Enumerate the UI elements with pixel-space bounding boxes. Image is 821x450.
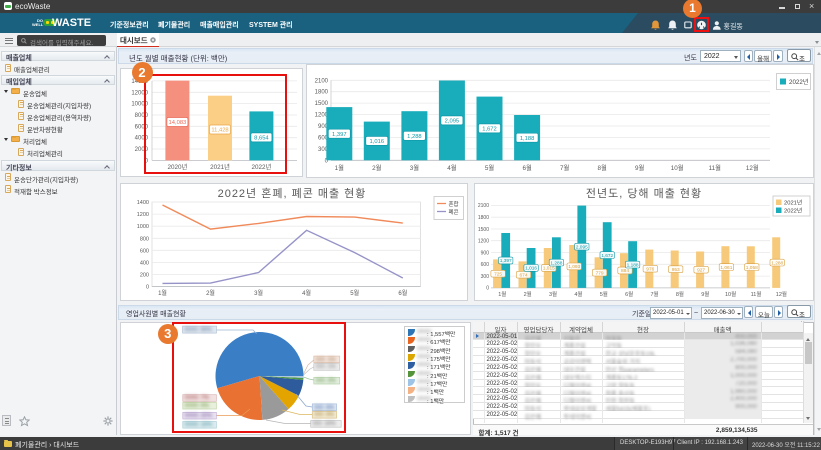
svg-text:1,288: 1,288 [771, 260, 783, 266]
svg-text:1000: 1000 [137, 224, 149, 230]
svg-text:6월: 6월 [398, 289, 407, 297]
svg-text:5월: 5월 [350, 289, 359, 297]
svg-text:900: 900 [318, 124, 329, 130]
svg-text:10월: 10월 [671, 163, 684, 172]
svg-text:200: 200 [140, 272, 149, 278]
svg-text:4월: 4월 [574, 290, 582, 298]
svg-text:1,016: 1,016 [370, 139, 385, 145]
svg-text:2,095: 2,095 [445, 119, 460, 125]
svg-text:2022년: 2022년 [251, 162, 271, 171]
svg-text:5월: 5월 [485, 163, 495, 172]
svg-text:884: 884 [621, 268, 629, 274]
svg-text:폐콘: 폐콘 [449, 208, 459, 216]
svg-text:1,058: 1,058 [746, 265, 758, 271]
svg-text:5월: 5월 [600, 290, 608, 298]
svg-text:1월: 1월 [158, 289, 167, 297]
svg-text:1,061: 1,061 [720, 265, 732, 271]
svg-text:0: 0 [146, 285, 149, 291]
svg-text:953: 953 [672, 267, 680, 273]
svg-text:2021년: 2021년 [784, 199, 802, 207]
svg-text:11월: 11월 [709, 163, 722, 172]
svg-text:8월: 8월 [597, 163, 607, 172]
svg-text:2,095: 2,095 [576, 244, 588, 250]
svg-text:1,288: 1,288 [407, 134, 422, 140]
svg-text:1,672: 1,672 [482, 127, 497, 133]
svg-text:1월: 1월 [335, 163, 345, 172]
svg-text:2월: 2월 [372, 163, 382, 172]
svg-text:1800: 1800 [478, 215, 489, 221]
svg-text:600: 600 [481, 262, 490, 268]
svg-text:976: 976 [646, 266, 654, 272]
svg-text:2022년: 2022년 [784, 207, 802, 215]
svg-text:홍길동: 홍길동 [724, 22, 744, 31]
svg-text:1,672: 1,672 [601, 253, 613, 259]
svg-text:1200: 1200 [478, 239, 489, 245]
svg-text:1,397: 1,397 [500, 258, 512, 264]
svg-text:1800: 1800 [315, 90, 329, 96]
svg-text:1,288: 1,288 [550, 260, 562, 266]
svg-text:혼합: 혼합 [449, 200, 459, 208]
svg-text:2022년 혼폐, 폐콘 매출 현황: 2022년 혼폐, 폐콘 매출 현황 [218, 187, 367, 200]
svg-text:600: 600 [318, 135, 329, 141]
svg-text:12000: 12000 [131, 90, 148, 96]
svg-text:300: 300 [318, 147, 329, 153]
svg-text:3월: 3월 [410, 163, 420, 172]
svg-text:4월: 4월 [447, 163, 457, 172]
svg-text:3월: 3월 [254, 289, 263, 297]
svg-text:0: 0 [486, 286, 489, 292]
svg-text:2022년: 2022년 [789, 78, 809, 86]
svg-text:2100: 2100 [478, 203, 489, 209]
svg-text:0: 0 [325, 158, 329, 164]
svg-text:12월: 12월 [746, 163, 759, 172]
svg-text:725: 725 [494, 271, 502, 277]
svg-text:10월: 10월 [725, 290, 736, 298]
svg-text:1,016: 1,016 [525, 266, 537, 272]
svg-text:11,428: 11,428 [211, 127, 228, 133]
svg-text:300: 300 [481, 274, 490, 280]
svg-text:1200: 1200 [315, 113, 329, 119]
svg-text:전년도, 당해 매출 현황: 전년도, 당해 매출 현황 [586, 186, 702, 200]
svg-text:1500: 1500 [478, 227, 489, 233]
svg-text:10000: 10000 [131, 101, 148, 107]
svg-text:1400: 1400 [137, 200, 149, 206]
svg-text:2021년: 2021년 [210, 162, 230, 171]
svg-text:1,397: 1,397 [332, 132, 347, 138]
svg-text:1,188: 1,188 [627, 262, 639, 268]
svg-text:2020년: 2020년 [167, 162, 187, 171]
svg-text:14,083: 14,083 [169, 120, 187, 126]
svg-text:800: 800 [140, 236, 149, 242]
svg-text:2월: 2월 [206, 289, 215, 297]
svg-text:1월: 1월 [498, 290, 506, 298]
svg-text:6월: 6월 [522, 163, 532, 172]
svg-text:1,188: 1,188 [520, 136, 535, 142]
svg-text:674: 674 [519, 272, 527, 278]
svg-text:6000: 6000 [135, 124, 149, 130]
svg-text:2월: 2월 [524, 290, 532, 298]
svg-text:8,654: 8,654 [254, 135, 269, 141]
svg-text:7월: 7월 [560, 163, 570, 172]
svg-text:1500: 1500 [315, 101, 329, 107]
svg-text:9월: 9월 [635, 163, 645, 172]
svg-text:1,015: 1,015 [543, 266, 555, 272]
svg-text:7월: 7월 [650, 290, 658, 298]
svg-text:600: 600 [140, 248, 149, 254]
svg-text:8월: 8월 [676, 290, 684, 298]
svg-text:400: 400 [140, 260, 149, 266]
svg-text:6월: 6월 [625, 290, 633, 298]
svg-text:779: 779 [596, 270, 604, 276]
svg-text:1,093: 1,093 [568, 264, 580, 270]
svg-text:11월: 11월 [751, 290, 762, 298]
svg-text:1200: 1200 [137, 212, 149, 218]
svg-text:9월: 9월 [701, 290, 709, 298]
svg-text:8000: 8000 [135, 113, 149, 119]
svg-text:900: 900 [481, 250, 490, 256]
svg-text:2000: 2000 [135, 147, 149, 153]
svg-text:4월: 4월 [302, 289, 311, 297]
svg-text:2100: 2100 [315, 78, 329, 84]
svg-text:12월: 12월 [776, 290, 787, 298]
svg-text:3월: 3월 [549, 290, 557, 298]
svg-text:0: 0 [145, 158, 149, 164]
svg-text:927: 927 [697, 267, 705, 273]
svg-text:4000: 4000 [135, 135, 149, 141]
